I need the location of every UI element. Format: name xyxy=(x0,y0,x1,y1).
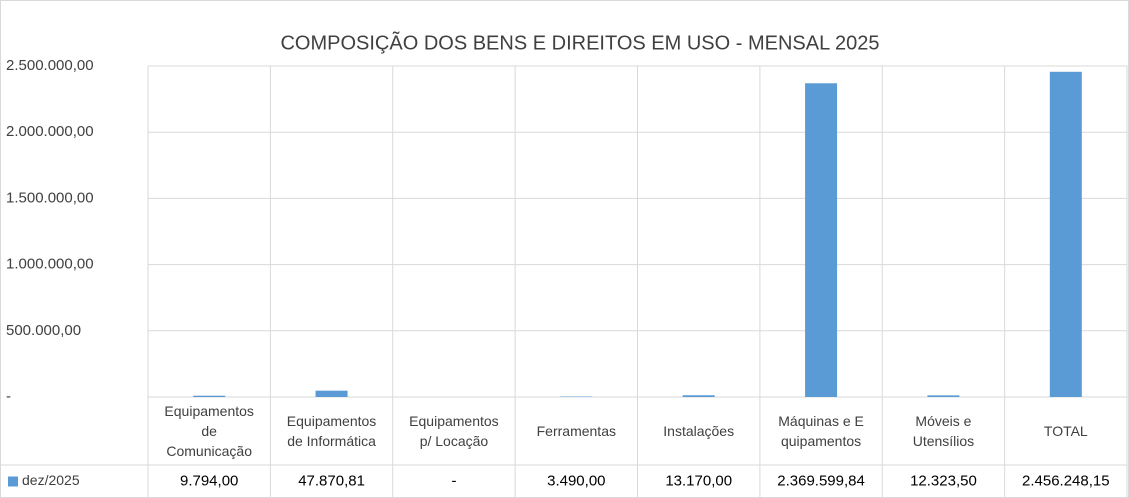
x-tick-label: Máquinas e E quipamentos xyxy=(778,413,864,449)
cell: Instalações xyxy=(638,399,760,463)
x-tick-label: Instalações xyxy=(663,423,735,439)
data-table-value: 47.870,81 xyxy=(298,472,365,489)
cell: Equipamentos de Informática xyxy=(270,399,392,463)
bar xyxy=(805,83,838,397)
category-cell: Ferramentas xyxy=(515,399,637,463)
data-table-value: 13.170,00 xyxy=(665,472,732,489)
category-cell: Móveis e Utensílios xyxy=(882,399,1004,463)
cell: Máquinas e E quipamentos xyxy=(760,399,882,463)
data-table-value: 9.794,00 xyxy=(180,472,238,489)
bar xyxy=(682,395,715,397)
category-cell: Instalações xyxy=(638,399,760,463)
bar xyxy=(1049,71,1082,397)
cell: Equipamentos p/ Locação xyxy=(393,399,515,463)
cell: Ferramentas xyxy=(515,399,637,463)
x-tick-label: Ferramentas xyxy=(536,423,616,439)
data-table-value: 2.369.599,84 xyxy=(777,472,865,489)
y-tick-label: 1.000.000,00 xyxy=(6,256,94,273)
category-cell: Equipamentos de Comunicação xyxy=(148,399,270,463)
x-tick-label: Equipamentos de Informática xyxy=(286,413,377,449)
category-cell: Equipamentos de Informática xyxy=(270,399,392,463)
cell: Móveis e Utensílios xyxy=(882,399,1004,463)
data-table-value: - xyxy=(451,472,456,489)
x-tick-label: Equipamentos p/ Locação xyxy=(409,413,499,449)
x-tick-label: Equipamentos de Comunicação xyxy=(164,403,254,459)
y-tick-label: 2.000.000,00 xyxy=(6,123,94,140)
data-table-value: 2.456.248,15 xyxy=(1022,472,1110,489)
chart-title: COMPOSIÇÃO DOS BENS E DIREITOS EM USO - … xyxy=(280,30,879,54)
y-tick-label: 500.000,00 xyxy=(6,322,81,339)
category-cell: Máquinas e E quipamentos xyxy=(760,399,882,463)
category-cell: Equipamentos p/ Locação xyxy=(393,399,515,463)
x-tick-label: TOTAL xyxy=(1043,423,1088,439)
y-tick-label: - xyxy=(6,388,11,405)
legend-label: dez/2025 xyxy=(22,472,80,488)
bar xyxy=(193,395,226,397)
bar xyxy=(927,395,960,397)
category-cell: TOTAL xyxy=(1005,399,1127,463)
cell: TOTAL xyxy=(1005,399,1127,463)
data-table-value: 12.323,50 xyxy=(910,472,977,489)
y-tick-label: 2.500.000,00 xyxy=(6,57,94,74)
data-table-value: 3.490,00 xyxy=(547,472,605,489)
y-tick-label: 1.500.000,00 xyxy=(6,189,94,206)
cell: Equipamentos de Comunicação xyxy=(148,399,270,463)
legend-key xyxy=(8,476,18,487)
bar xyxy=(315,390,348,397)
x-tick-label: Móveis e Utensílios xyxy=(912,413,975,449)
